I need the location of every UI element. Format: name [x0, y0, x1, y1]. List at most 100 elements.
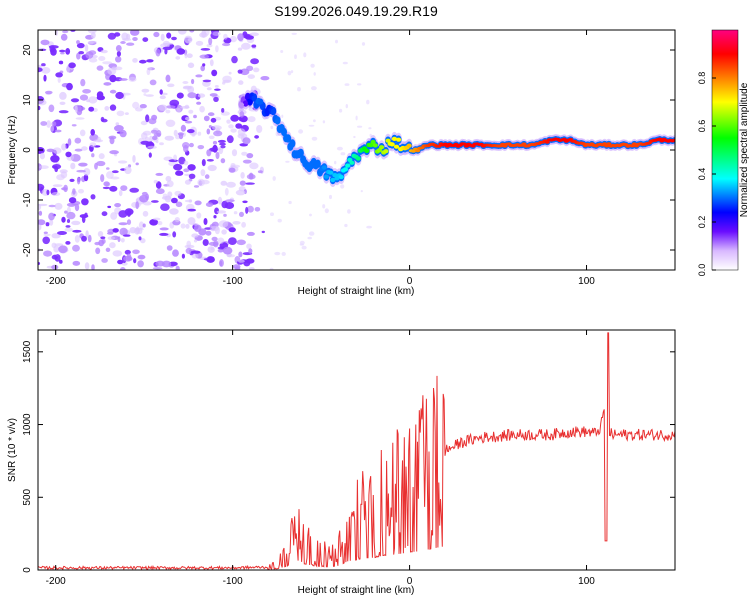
noise-blob: [254, 207, 261, 212]
noise-blob: [210, 225, 220, 232]
noise-blob: [165, 74, 171, 83]
ridge-core-blob: [379, 145, 385, 150]
noise-blob: [175, 265, 180, 270]
noise-blob: [138, 236, 142, 241]
x-tick-label: -200: [46, 576, 66, 587]
noise-blob: [87, 30, 97, 34]
noise-blob: [187, 217, 196, 225]
noise-blob: [219, 259, 224, 267]
noise-blob: [191, 133, 196, 137]
noise-blob: [176, 48, 186, 55]
noise-blob: [155, 188, 165, 195]
noise-blob: [67, 138, 72, 146]
noise-blob: [214, 88, 221, 91]
noise-blob: [102, 186, 110, 190]
noise-blob: [145, 114, 150, 123]
ridge-core-blob: [238, 102, 245, 107]
noise-blob: [135, 107, 143, 112]
noise-blob: [118, 78, 128, 81]
noise-blob: [242, 200, 248, 204]
noise-blob: [213, 96, 219, 102]
noise-blob: [111, 170, 119, 174]
noise-blob: [83, 168, 91, 176]
noise-blob: [238, 251, 243, 258]
noise-blob: [101, 258, 108, 263]
noise-blob: [140, 238, 146, 244]
noise-blob: [165, 175, 172, 182]
noise-blob: [79, 94, 89, 101]
noise-blob: [277, 218, 282, 223]
noise-blob: [340, 184, 345, 189]
noise-blob: [142, 210, 149, 217]
noise-blob: [309, 231, 315, 236]
noise-blob: [344, 83, 350, 86]
noise-blob: [171, 197, 178, 204]
noise-blob: [107, 236, 116, 241]
noise-blob: [355, 115, 358, 121]
noise-blob: [228, 237, 237, 246]
noise-blob: [159, 95, 166, 100]
noise-blob: [213, 130, 223, 137]
noise-blob: [251, 44, 257, 48]
noise-blob: [148, 152, 152, 158]
noise-blob: [311, 136, 318, 141]
noise-blob: [69, 178, 75, 182]
noise-blob: [151, 200, 159, 203]
snr-y-label: SNR (10 * v/v): [7, 418, 18, 482]
noise-blob: [51, 121, 57, 127]
noise-blob: [203, 258, 213, 261]
noise-blob: [38, 203, 42, 211]
noise-blob: [205, 202, 214, 208]
ridge-core-blob: [243, 100, 249, 105]
noise-blob: [245, 206, 249, 214]
ridge-core-blob: [345, 163, 351, 168]
noise-blob: [112, 228, 119, 233]
ridge-core-blob: [330, 177, 336, 183]
noise-blob: [204, 174, 210, 179]
noise-blob: [213, 240, 219, 248]
noise-blob: [57, 231, 67, 235]
noise-blob: [116, 50, 121, 57]
x-tick-label: -100: [223, 576, 243, 587]
noise-blob: [222, 42, 231, 47]
noise-blob: [206, 87, 212, 91]
noise-blob: [135, 198, 141, 202]
noise-blob: [193, 114, 197, 119]
ridge-core-blob: [275, 118, 281, 123]
noise-blob: [149, 135, 153, 143]
noise-blob: [245, 182, 255, 185]
noise-blob: [72, 229, 82, 233]
noise-blob: [253, 67, 260, 73]
ridge-core-blob: [364, 148, 370, 153]
noise-blob: [229, 35, 237, 43]
noise-blob: [105, 247, 111, 252]
noise-blob: [194, 200, 202, 206]
noise-blob: [168, 159, 179, 163]
noise-blob: [187, 129, 195, 134]
noise-blob: [183, 160, 189, 166]
noise-blob: [45, 90, 53, 95]
noise-blob: [132, 155, 136, 163]
noise-blob: [126, 219, 132, 225]
noise-blob: [224, 187, 229, 196]
noise-blob: [98, 239, 105, 247]
noise-blob: [68, 197, 77, 204]
noise-blob: [46, 189, 50, 196]
noise-blob: [245, 258, 255, 264]
noise-blob: [228, 71, 232, 75]
noise-blob: [183, 168, 190, 173]
noise-blob: [180, 223, 186, 229]
noise-blob: [209, 59, 214, 67]
noise-blob: [303, 52, 307, 58]
noise-blob: [175, 56, 181, 60]
ridge-core-blob: [317, 170, 323, 175]
noise-blob: [147, 67, 152, 71]
noise-blob: [288, 200, 292, 205]
colorbar-tick-label: 0.6: [697, 120, 707, 133]
noise-blob: [234, 266, 241, 270]
y-tick-label: 1000: [22, 413, 33, 436]
noise-blob: [75, 117, 85, 120]
noise-blob: [109, 150, 119, 155]
noise-blob: [78, 162, 88, 167]
noise-blob: [155, 172, 164, 176]
